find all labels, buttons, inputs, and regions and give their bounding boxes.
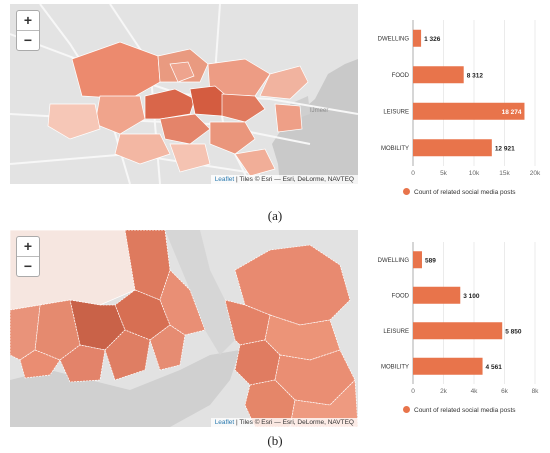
x-tick-label: 4k <box>471 388 479 395</box>
legend-label: Count of related social media posts <box>414 189 516 196</box>
zoom-out-button[interactable]: − <box>17 256 39 276</box>
bar-value-label: 4 561 <box>486 364 503 371</box>
bar <box>413 357 483 375</box>
category-label: MOBILITY <box>381 146 409 152</box>
category-label: FOOD <box>392 73 410 79</box>
chart-legend[interactable]: Count of related social media posts <box>403 188 516 196</box>
sea-area <box>10 350 240 427</box>
district-polygons[interactable] <box>47 41 309 177</box>
category-label: LEISURE <box>383 109 409 115</box>
zoom-control[interactable]: + − <box>16 236 40 277</box>
map-b-canvas[interactable] <box>10 230 358 427</box>
chart-a-plot: 0 5k 10k 15k 20k DWELLING 1 326 FOOD 8 312 LEISUR… <box>378 20 541 177</box>
water-label: IJmeer <box>310 108 328 114</box>
x-tick-label: 8k <box>532 388 540 395</box>
bar <box>413 102 525 120</box>
category-label: DWELLING <box>378 36 410 42</box>
x-tick-label: 10k <box>469 170 480 177</box>
map-panel-b[interactable]: + − Leaflet | Tiles © Esri — Esri, DeLor… <box>10 230 358 427</box>
leaflet-link[interactable]: Leaflet <box>214 419 235 426</box>
figure-caption-a: (a) <box>267 208 283 223</box>
bar <box>413 66 464 84</box>
map-attribution: Leaflet | Tiles © Esri — Esri, DeLorme, … <box>210 418 358 427</box>
legend-dot-icon <box>403 188 410 195</box>
x-tick-label: 6k <box>501 388 509 395</box>
chart-b-plot: 0 2k 4k 6k 8k DWELLING 589 FOOD 3 100 LEISURE 5 85… <box>378 242 540 395</box>
x-tick-label: 15k <box>499 170 510 177</box>
x-tick-label: 2k <box>440 388 448 395</box>
attribution-text: | Tiles © Esri — Esri, DeLorme, NAVTEQ <box>234 419 354 426</box>
map-attribution: Leaflet | Tiles © Esri — Esri, DeLorme, … <box>210 175 358 184</box>
category-label: MOBILITY <box>381 364 409 370</box>
zoom-out-button[interactable]: − <box>17 30 39 50</box>
leaflet-link[interactable]: Leaflet <box>214 176 235 183</box>
bar-value-label: 18 274 <box>502 109 522 116</box>
bar <box>413 29 422 47</box>
bar-value-label: 3 100 <box>463 293 480 300</box>
category-label: FOOD <box>392 293 410 299</box>
x-tick-label: 20k <box>530 170 541 177</box>
x-tick-label: 5k <box>440 170 448 177</box>
bar-chart-a: 0 5k 10k 15k 20k DWELLING 1 326 FOOD 8 312 LEISUR… <box>375 6 545 206</box>
map-a-canvas[interactable]: IJmeer <box>10 4 358 184</box>
x-tick-label: 0 <box>411 170 415 177</box>
legend-dot-icon <box>403 406 410 413</box>
bar <box>413 286 461 304</box>
strait-area <box>165 230 235 355</box>
bar-value-label: 12 921 <box>495 145 515 152</box>
zoom-in-button[interactable]: + <box>23 12 33 28</box>
bar-value-label: 589 <box>425 257 436 264</box>
legend-label: Count of related social media posts <box>414 407 516 414</box>
bar-value-label: 1 326 <box>424 36 441 43</box>
bar <box>413 251 422 269</box>
category-label: LEISURE <box>383 329 409 335</box>
category-label: DWELLING <box>378 258 410 264</box>
map-panel-a[interactable]: IJmeer + − Leaflet | Tiles © Esri — Esri… <box>10 4 358 184</box>
bar-value-label: 5 850 <box>505 328 522 335</box>
district-polygons[interactable] <box>10 230 358 427</box>
chart-legend[interactable]: Count of related social media posts <box>403 406 516 414</box>
attribution-text: | Tiles © Esri — Esri, DeLorme, NAVTEQ <box>234 176 354 183</box>
bar-value-label: 8 312 <box>467 72 484 79</box>
bar <box>413 139 492 157</box>
figure-caption-b: (b) <box>267 433 283 448</box>
x-tick-label: 0 <box>411 388 415 395</box>
bar-chart-b: 0 2k 4k 6k 8k DWELLING 589 FOOD 3 100 LEISURE 5 85… <box>375 232 545 432</box>
zoom-control[interactable]: + − <box>16 10 40 51</box>
bar <box>413 322 503 340</box>
zoom-in-button[interactable]: + <box>23 238 33 254</box>
water-body <box>272 59 358 184</box>
